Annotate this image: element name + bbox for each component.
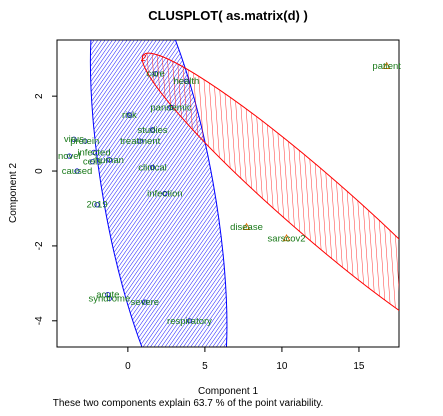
x-axis-label: Component 1 <box>198 386 258 397</box>
point-label-sarscov2: sarscov2 <box>268 233 306 244</box>
x-tick-label: 10 <box>276 361 288 372</box>
y-axis-ticks: -4 -2 0 2 <box>34 93 57 325</box>
x-axis-subtitle: These two components explain 63.7 % of t… <box>53 398 324 409</box>
point-label-syndrome: syndrome <box>89 293 131 304</box>
point-label-pandemic: pandemic <box>150 102 191 113</box>
point-label-infection: infection <box>147 189 182 200</box>
point-label-novel: novel <box>58 151 81 162</box>
x-tick-label: 0 <box>125 361 131 372</box>
point-label-severe: severe <box>131 297 160 308</box>
x-axis-ticks: 0 5 10 15 <box>125 347 365 372</box>
x-tick-label: 5 <box>202 361 208 372</box>
point-label-disease: disease <box>230 222 263 233</box>
point-label-human: human <box>95 155 124 166</box>
y-tick-label: -4 <box>34 316 45 325</box>
chart-title: CLUSPLOT( as.matrix(d) ) <box>148 8 308 23</box>
y-tick-label: -2 <box>34 241 45 250</box>
point-label-2019: 2019 <box>86 200 107 211</box>
y-axis-label: Component 2 <box>8 163 19 223</box>
point-label-studies: studies <box>137 125 167 136</box>
point-label-health: health <box>173 76 199 87</box>
cluster-label-2: 2 <box>140 53 146 63</box>
y-tick-label: 2 <box>34 93 45 99</box>
point-label-clinical: clinical <box>138 162 167 173</box>
point-label-risk: risk <box>122 110 137 121</box>
y-tick-label: 0 <box>34 168 45 174</box>
x-tick-label: 15 <box>353 361 365 372</box>
point-label-care: care <box>146 69 164 80</box>
point-label-virus: virus <box>64 134 84 145</box>
point-label-respiratory: respiratory <box>167 316 212 327</box>
point-label-patient: patient <box>372 61 401 72</box>
point-label-treatment: treatment <box>120 136 160 147</box>
